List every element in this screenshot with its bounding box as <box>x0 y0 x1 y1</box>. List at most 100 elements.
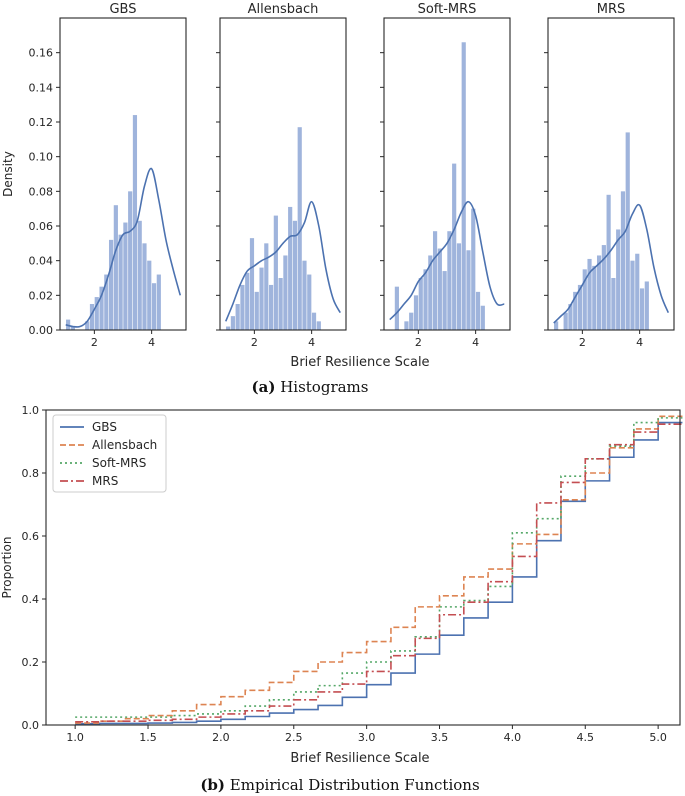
histogram-bar <box>264 243 269 330</box>
caption-a-label: (a) <box>252 378 276 396</box>
histogram-bar <box>147 260 152 330</box>
panel-frame <box>59 17 187 331</box>
histogram-bar <box>288 206 293 330</box>
histogram-panel-allensbach: Allensbach 2 4 <box>216 2 347 349</box>
histogram-bar <box>568 304 573 330</box>
histogram-bar <box>577 284 583 330</box>
histogram-bar <box>601 245 606 330</box>
histogram-bar <box>554 321 559 330</box>
histogram-bar <box>442 271 447 330</box>
y-tick-label: 0.8 <box>22 467 40 480</box>
histogram-bar <box>142 243 147 330</box>
histogram-bar <box>132 115 138 330</box>
histogram-bar <box>475 291 481 330</box>
y-tick-label: 0.10 <box>29 151 54 164</box>
y-tick-label: 0.6 <box>22 530 40 543</box>
histogram-bar <box>456 243 462 330</box>
histogram-panel-soft-mrs: Soft-MRS 2 4 <box>380 2 511 349</box>
x-tick-label: 3.0 <box>358 731 376 744</box>
panel-frame <box>383 17 511 331</box>
kde-curve <box>65 167 182 328</box>
histogram-bar <box>466 250 471 330</box>
caption-a-text: Histograms <box>275 378 368 396</box>
kde-curve <box>553 203 670 324</box>
histogram-y-axis-label: Density <box>1 151 15 197</box>
y-tick-label: 0.2 <box>22 656 40 669</box>
x-tick-label: 4.5 <box>577 731 595 744</box>
histogram-bar <box>616 229 621 330</box>
x-tick-label: 4 <box>472 336 479 349</box>
histogram-bar <box>563 312 568 330</box>
histogram-bar <box>447 231 452 330</box>
x-tick-label: 2.5 <box>285 731 303 744</box>
x-tick-label: 2 <box>579 336 586 349</box>
histogram-bar <box>606 194 611 330</box>
histogram-bar <box>254 291 259 330</box>
y-tick-label: 0.4 <box>22 593 40 606</box>
x-tick-label: 2 <box>415 336 422 349</box>
histogram-bar <box>259 267 264 330</box>
y-tick-label: 0.16 <box>29 47 54 60</box>
legend-label-gbs: GBS <box>92 420 117 434</box>
histogram-bar <box>471 208 476 330</box>
ecdf-line-allensbach <box>75 415 683 724</box>
histogram-bar <box>587 258 592 330</box>
histogram-bar <box>235 304 240 330</box>
histogram-bar <box>302 260 307 330</box>
histogram-bar <box>113 205 118 330</box>
histogram-bar <box>278 278 283 330</box>
histogram-bar <box>283 255 288 330</box>
histogram-bar <box>151 283 157 330</box>
kde-curve <box>389 200 505 321</box>
panel-title: Allensbach <box>248 2 319 17</box>
histogram-bar <box>582 269 587 330</box>
panel-title: MRS <box>597 2 626 17</box>
ecdf-chart: 1.0 1.5 2.0 2.5 3.0 3.5 4.0 4.5 5.0 0.0 0.2 0.4 0.6 0… <box>0 404 683 766</box>
panel-frame <box>547 17 675 331</box>
histogram-bar <box>156 274 161 330</box>
histogram-bar <box>137 220 142 330</box>
y-tick-label: 0.02 <box>29 289 54 302</box>
histogram-bar <box>94 297 99 330</box>
histogram-bar <box>307 274 312 330</box>
histogram-bar <box>245 272 250 330</box>
legend-label-allensbach: Allensbach <box>92 438 157 452</box>
y-tick-label: 0.00 <box>29 324 54 337</box>
histogram-bar <box>394 286 399 330</box>
legend-label-soft-mrs: Soft-MRS <box>92 456 146 470</box>
ecdf-line-soft-mrs <box>75 417 683 718</box>
histogram-bar <box>268 284 274 330</box>
ecdf-line-mrs <box>75 423 683 723</box>
legend-frame <box>52 414 167 493</box>
histogram-bar <box>404 321 409 330</box>
histogram-bar <box>437 248 442 330</box>
caption-b-text: Empirical Distribution Functions <box>225 776 480 794</box>
histogram-x-axis-label: Brief Resilience Scale <box>290 355 429 370</box>
kde-curve <box>224 200 341 322</box>
histogram-bar <box>89 304 95 330</box>
ecdf-line-gbs <box>75 421 683 725</box>
histogram-bar <box>644 281 649 330</box>
histogram-bar <box>625 132 630 330</box>
histogram-bar <box>461 42 466 331</box>
y-tick-label: 0.04 <box>29 255 54 268</box>
histogram-bar <box>240 284 245 330</box>
y-tick-label: 0.06 <box>29 220 54 233</box>
x-tick-label: 4.0 <box>504 731 522 744</box>
caption-a: (a) Histograms <box>252 378 369 396</box>
legend-label-mrs: MRS <box>92 474 118 488</box>
ecdf-x-axis-label: Brief Resilience Scale <box>290 751 429 766</box>
histogram-bar <box>596 255 602 330</box>
histogram-bar <box>428 255 433 330</box>
histogram-bar <box>104 274 109 330</box>
histogram-bar <box>123 222 128 330</box>
histogram-bar <box>249 238 255 330</box>
histogram-bar <box>409 312 414 330</box>
x-tick-label: 2.0 <box>212 731 230 744</box>
panel-title: GBS <box>109 2 136 17</box>
histogram-bar <box>118 234 123 330</box>
histogram-bar <box>423 269 428 330</box>
histogram-bar <box>432 231 438 330</box>
x-tick-label: 5.0 <box>649 731 667 744</box>
